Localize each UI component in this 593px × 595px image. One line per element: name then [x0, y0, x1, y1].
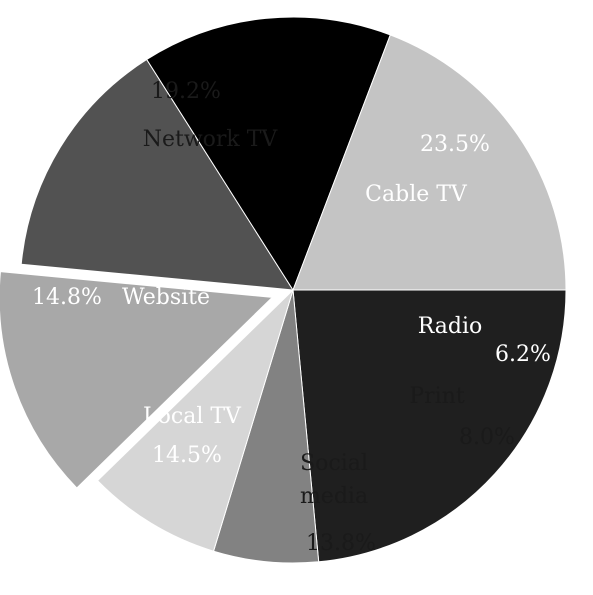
slice-name-social-media: Social [300, 451, 368, 476]
pie-slice-website [146, 16, 391, 292]
slice-name-local-tv: Local TV [143, 404, 242, 429]
slice-name-print: Print [409, 384, 465, 409]
slice-name-radio: Radio [418, 314, 483, 339]
slice-percent-radio: 6.2% [495, 342, 551, 367]
slice-percent-print: 8.0% [459, 425, 515, 450]
slice-percent-network-tv: 19.2% [151, 79, 221, 104]
pie-slice-social-media [0, 271, 274, 489]
pie-slice-cable-tv [292, 289, 567, 563]
slice-name-social-media-line2: media [300, 484, 368, 509]
slice-name-cable-tv: Cable TV [365, 182, 468, 207]
slice-percent-social-media: 13.8% [306, 531, 376, 556]
pie-slice-print [96, 289, 294, 552]
slice-name-website: Website [122, 285, 210, 310]
pie-slice-local-tv [20, 58, 294, 291]
slice-percent-website: 14.8% [32, 285, 102, 310]
slice-percent-cable-tv: 23.5% [420, 132, 490, 157]
slice-percent-local-tv: 14.5% [152, 443, 222, 468]
pie-slice-network-tv [292, 34, 567, 291]
slice-name-network-tv: Network TV [143, 127, 279, 152]
